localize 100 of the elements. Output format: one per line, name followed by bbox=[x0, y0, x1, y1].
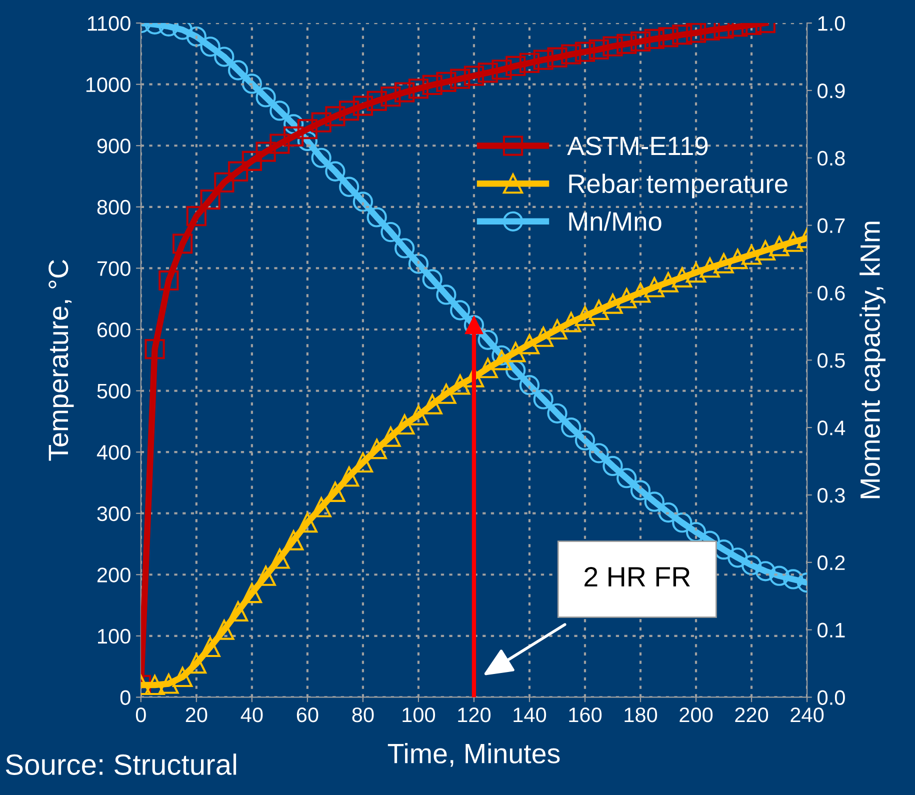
x-tick-label: 20 bbox=[186, 707, 208, 722]
y-tick-label: 300 bbox=[97, 506, 130, 522]
point bbox=[214, 46, 234, 67]
point bbox=[242, 582, 262, 604]
x-tick-label: 180 bbox=[624, 707, 658, 722]
y-axis-title: Temperature, °C bbox=[48, 260, 74, 461]
point bbox=[186, 206, 206, 226]
point bbox=[478, 330, 498, 350]
source-note: Source: Structural bbox=[6, 754, 236, 776]
point bbox=[755, 240, 776, 261]
y2-tick-label: 0.7 bbox=[818, 218, 845, 234]
point bbox=[256, 142, 276, 162]
x-tick-label: 140 bbox=[514, 707, 546, 722]
point bbox=[783, 232, 804, 252]
point bbox=[672, 24, 692, 45]
point bbox=[352, 192, 374, 212]
point bbox=[311, 497, 332, 518]
point bbox=[728, 548, 748, 568]
point bbox=[700, 23, 720, 40]
y-tick-label: 500 bbox=[97, 384, 130, 399]
point bbox=[228, 601, 248, 622]
point bbox=[533, 326, 554, 347]
y-tick-label: 800 bbox=[97, 200, 130, 215]
point bbox=[394, 238, 415, 258]
y2-tick-label: 0.0 bbox=[818, 690, 845, 705]
annotation: 2 HR FR bbox=[584, 567, 690, 586]
point bbox=[561, 44, 582, 64]
point bbox=[686, 522, 706, 542]
point bbox=[436, 72, 456, 92]
point bbox=[325, 482, 346, 502]
y-tick-label: 100 bbox=[98, 628, 130, 644]
y-tick-label: 900 bbox=[97, 138, 130, 154]
point bbox=[700, 258, 720, 278]
y-tick-label: 200 bbox=[97, 568, 130, 582]
point bbox=[533, 50, 554, 70]
point bbox=[602, 456, 623, 476]
point bbox=[200, 189, 220, 210]
point bbox=[242, 150, 262, 172]
point bbox=[533, 389, 554, 410]
point bbox=[450, 68, 470, 89]
point bbox=[228, 161, 248, 182]
point bbox=[769, 566, 790, 586]
point bbox=[519, 52, 540, 73]
point bbox=[270, 100, 290, 121]
point bbox=[574, 306, 596, 326]
point bbox=[297, 119, 318, 140]
point bbox=[574, 430, 596, 450]
point bbox=[408, 405, 429, 426]
point bbox=[158, 270, 179, 291]
point bbox=[519, 334, 540, 354]
x-tick-label: 60 bbox=[296, 707, 318, 722]
x-tick-label: 120 bbox=[458, 707, 491, 722]
point bbox=[644, 28, 664, 50]
x-tick-label: 240 bbox=[790, 707, 824, 722]
point bbox=[283, 114, 304, 134]
point bbox=[311, 148, 332, 168]
legend-label: Mn/Mno bbox=[569, 211, 662, 231]
point bbox=[297, 130, 318, 152]
x-axis-title: Time, Minutes bbox=[388, 743, 560, 767]
point bbox=[283, 126, 304, 147]
point bbox=[228, 60, 248, 80]
point bbox=[616, 288, 637, 308]
y-tick-label: 1000 bbox=[86, 77, 130, 92]
point bbox=[755, 561, 776, 582]
point bbox=[422, 269, 442, 290]
point bbox=[172, 234, 193, 254]
point bbox=[325, 106, 346, 126]
point bbox=[436, 384, 456, 404]
point bbox=[630, 282, 651, 303]
point bbox=[464, 66, 484, 86]
y2-tick-label: 0.5 bbox=[818, 353, 845, 368]
point bbox=[478, 358, 498, 378]
point bbox=[492, 350, 512, 370]
point bbox=[547, 47, 568, 68]
point bbox=[658, 502, 678, 523]
y2-tick-label: 0.2 bbox=[818, 555, 845, 570]
point bbox=[394, 82, 415, 102]
y-tick-label: 400 bbox=[96, 445, 130, 460]
point bbox=[672, 512, 692, 533]
y-tick-label: 600 bbox=[97, 322, 130, 338]
point bbox=[408, 254, 429, 274]
x-tick-label: 100 bbox=[402, 707, 436, 722]
point bbox=[741, 244, 762, 265]
x-tick-label: 0 bbox=[136, 707, 146, 722]
point bbox=[478, 62, 498, 83]
point bbox=[283, 530, 304, 550]
point bbox=[422, 74, 442, 96]
point bbox=[588, 39, 609, 60]
y-tick-label: 700 bbox=[98, 261, 130, 276]
point bbox=[339, 466, 360, 487]
point bbox=[658, 272, 678, 292]
point bbox=[672, 267, 692, 288]
point bbox=[325, 161, 346, 182]
point bbox=[588, 300, 609, 320]
point bbox=[561, 417, 582, 438]
point bbox=[506, 56, 526, 76]
point bbox=[741, 555, 762, 576]
point bbox=[214, 172, 234, 192]
point bbox=[561, 312, 582, 332]
point bbox=[256, 87, 276, 108]
